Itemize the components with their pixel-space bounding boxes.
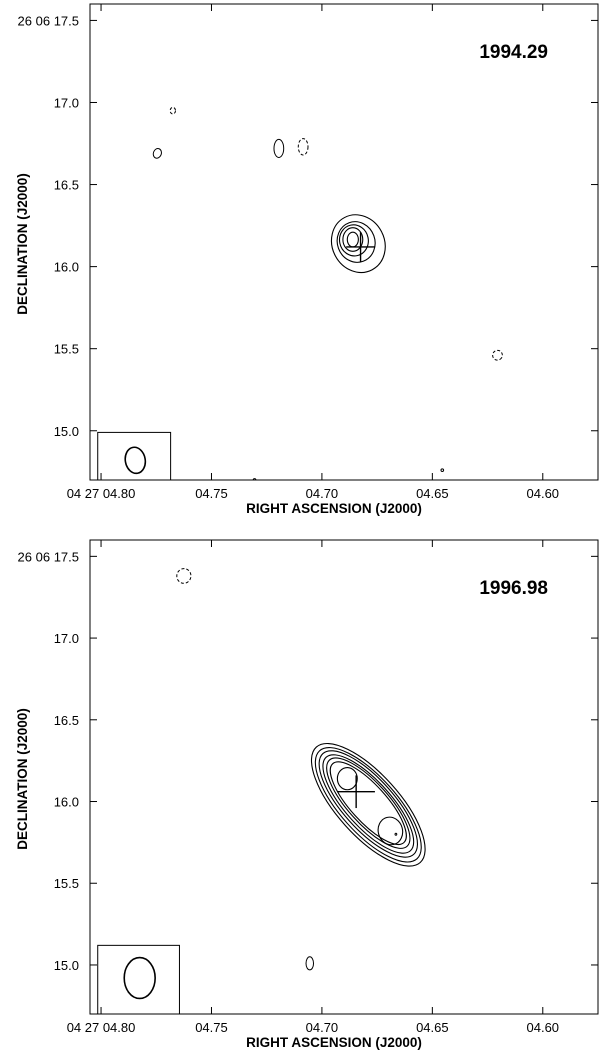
- epoch-label: 1996.98: [479, 578, 548, 599]
- x-tick-label: 04.75: [195, 486, 228, 501]
- y-tick-label: 15.5: [54, 876, 79, 891]
- plot-frame: [89, 539, 599, 1015]
- y-tick-label: 15.5: [54, 342, 79, 357]
- y-tick-label: 15.0: [54, 424, 79, 439]
- negative-noise-contour: [169, 106, 176, 115]
- y-axis-label: DECLINATION (J2000): [15, 173, 30, 315]
- source-contour: [338, 224, 369, 257]
- x-axis-label: RIGHT ASCENSION (J2000): [246, 1035, 422, 1050]
- y-tick-label: 16.5: [54, 178, 79, 193]
- x-tick-label: 04.70: [306, 1020, 339, 1035]
- source-contour: [377, 816, 404, 846]
- source-contour: [318, 750, 419, 858]
- source-contour: [342, 227, 364, 252]
- y-tick-label: 26 06 17.5: [18, 549, 79, 564]
- y-tick-label: 15.0: [54, 958, 79, 973]
- negative-noise-contour: [297, 138, 309, 156]
- source-contour: [326, 757, 411, 849]
- negative-noise-contour: [176, 568, 192, 584]
- source-contour: [330, 214, 386, 274]
- contour-layer: [97, 568, 426, 1014]
- source-contour: [322, 754, 415, 854]
- x-tick-label: 04.65: [416, 1020, 449, 1035]
- contour-map-panel-1: 04 27 04.80 04.75 04.70 04.65 04.60 26 06 17.…: [15, 3, 599, 516]
- y-tick-label: 17.0: [54, 631, 79, 646]
- source-contour: [314, 747, 422, 863]
- source-contour: [336, 766, 358, 791]
- source-contour: [336, 221, 376, 263]
- beam-ellipse: [123, 956, 156, 1000]
- source-contour: [310, 742, 426, 867]
- epoch-label: 1994.29: [479, 42, 548, 63]
- noise-contour: [394, 832, 398, 836]
- beam-ellipse: [124, 446, 147, 475]
- contour-map-panel-2: 04 27 04.80 04.75 04.70 04.65 04.60 26 06 17.…: [15, 539, 599, 1050]
- beam-box: [97, 944, 180, 1014]
- x-tick-label: 04.75: [195, 1020, 228, 1035]
- x-tick-label: 04.70: [306, 486, 339, 501]
- noise-contour: [252, 478, 257, 480]
- x-axis-label: RIGHT ASCENSION (J2000): [246, 501, 422, 516]
- plot-frame: [89, 3, 599, 481]
- source-contour: [346, 231, 359, 248]
- x-tick-label: 04.60: [527, 1020, 560, 1035]
- x-tick-label: 04.60: [527, 486, 560, 501]
- x-tick-label: 04 27 04.80: [67, 1020, 136, 1035]
- source-contour: [329, 761, 407, 845]
- noise-contour: [152, 148, 162, 159]
- y-tick-label: 16.5: [54, 713, 79, 728]
- y-tick-label: 17.0: [54, 95, 79, 110]
- noise-contour: [440, 468, 445, 472]
- y-tick-label: 26 06 17.5: [18, 13, 79, 28]
- noise-contour: [273, 138, 285, 158]
- y-axis-label: DECLINATION (J2000): [15, 708, 30, 850]
- y-tick-label: 16.0: [54, 260, 79, 275]
- contour-layer: [97, 106, 503, 480]
- y-tick-label: 16.0: [54, 795, 79, 810]
- x-tick-label: 04.65: [416, 486, 449, 501]
- beam-box: [97, 431, 172, 480]
- noise-contour: [305, 956, 315, 971]
- x-tick-label: 04 27 04.80: [67, 486, 136, 501]
- negative-noise-contour: [492, 349, 503, 361]
